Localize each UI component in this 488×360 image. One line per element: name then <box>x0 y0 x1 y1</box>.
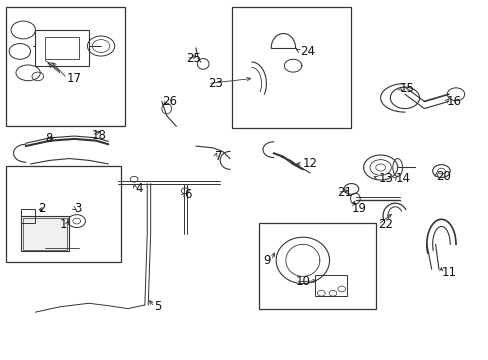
Bar <box>6 7 125 126</box>
Bar <box>21 216 69 251</box>
Text: 12: 12 <box>302 157 317 170</box>
Text: 6: 6 <box>183 188 191 201</box>
Text: 7: 7 <box>215 150 223 163</box>
Text: 19: 19 <box>351 202 366 215</box>
Text: 14: 14 <box>394 172 409 185</box>
Bar <box>21 208 35 223</box>
Text: 1: 1 <box>60 218 67 231</box>
Text: 3: 3 <box>74 202 81 215</box>
Bar <box>232 7 351 128</box>
Text: 20: 20 <box>436 170 450 183</box>
Text: 16: 16 <box>446 95 460 108</box>
Text: 15: 15 <box>399 82 414 95</box>
Bar <box>45 37 79 59</box>
Text: 9: 9 <box>263 254 271 267</box>
Text: 23: 23 <box>207 77 223 90</box>
Text: 24: 24 <box>300 45 315 58</box>
Text: 17: 17 <box>67 72 82 85</box>
Bar <box>259 223 375 309</box>
Text: 13: 13 <box>377 172 392 185</box>
Bar <box>314 275 346 296</box>
Bar <box>6 166 120 262</box>
Text: 18: 18 <box>91 129 106 142</box>
Bar <box>35 30 89 66</box>
Text: 10: 10 <box>295 275 310 288</box>
Text: 25: 25 <box>186 52 201 65</box>
Text: 21: 21 <box>336 186 351 199</box>
Text: 26: 26 <box>162 95 177 108</box>
Text: 11: 11 <box>441 266 455 279</box>
Text: 8: 8 <box>45 132 52 145</box>
Bar <box>23 217 67 249</box>
Text: 4: 4 <box>135 183 142 195</box>
Text: 2: 2 <box>38 202 45 215</box>
Text: 22: 22 <box>377 218 392 231</box>
Text: 5: 5 <box>154 300 162 313</box>
